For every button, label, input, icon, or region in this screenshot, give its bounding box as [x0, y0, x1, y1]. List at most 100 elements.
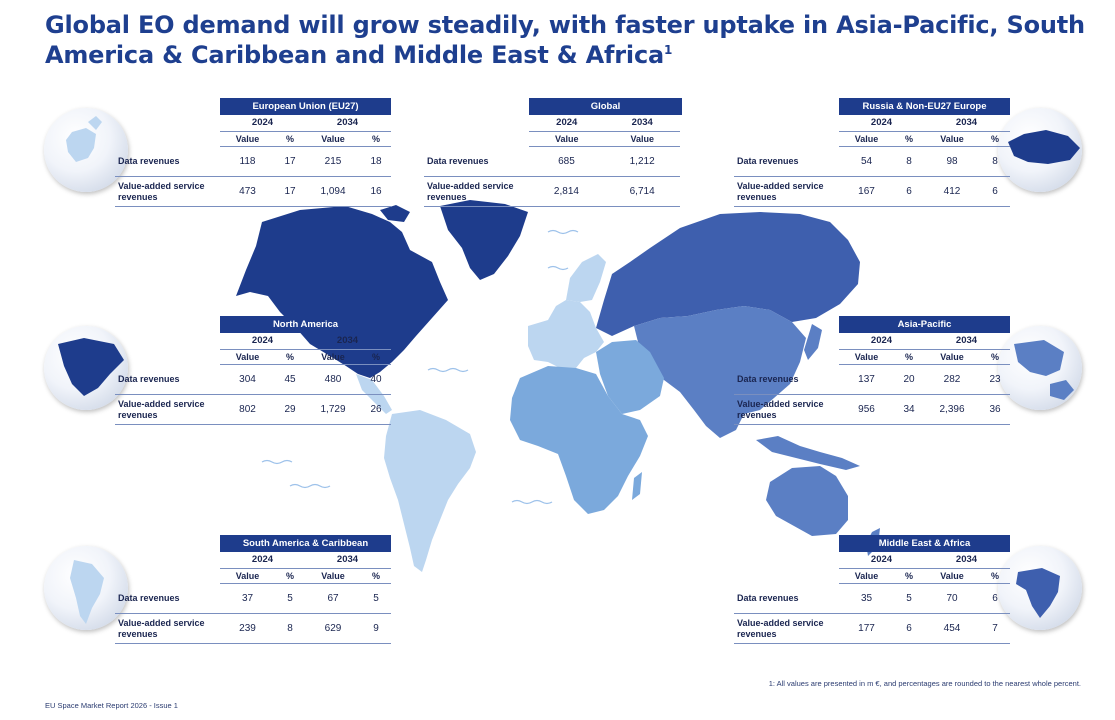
row-label: Data revenues	[118, 156, 180, 166]
scandinavia-shape	[566, 254, 606, 302]
col-header: %	[904, 571, 913, 581]
table-row: Data revenues 37 5 67 5	[115, 584, 391, 614]
cell: 282	[943, 374, 961, 385]
col-header: Value	[854, 352, 879, 362]
col-header: Value	[321, 571, 345, 581]
cell: 1,729	[320, 404, 346, 415]
cell: 37	[241, 593, 254, 604]
cell: 118	[239, 156, 256, 167]
asia-pacific-globe	[998, 326, 1082, 410]
cell: 2,814	[553, 186, 579, 197]
russia-globe	[998, 108, 1082, 192]
row-label: Value-added service revenues	[118, 398, 205, 420]
eu-globe	[44, 108, 128, 192]
col-header: %	[990, 352, 999, 362]
year-header: 2034	[955, 117, 978, 128]
north-america-panel: North America 2024 2034 Value% Value% Data…	[115, 316, 391, 425]
cell: 40	[370, 374, 382, 385]
cell: 34	[903, 404, 915, 415]
table-row: Data revenues 685 1,212	[424, 147, 680, 177]
row-label: Value-added service revenues	[737, 617, 824, 639]
cell: 45	[284, 374, 296, 385]
cell: 6	[906, 186, 912, 197]
table-row: Value-added service revenues 2,814 6,714	[424, 177, 680, 207]
year-header: 2034	[336, 335, 359, 346]
greenland-shape	[440, 200, 528, 280]
year-header: 2024	[251, 554, 274, 565]
middle-east-shape	[596, 340, 664, 414]
year-header: 2024	[251, 335, 274, 346]
sea-waves	[261, 229, 579, 505]
cell: 5	[906, 593, 912, 604]
cell: 629	[324, 623, 342, 634]
cell: 70	[946, 593, 958, 604]
page-title: Global EO demand will grow steadily, wit…	[45, 11, 1085, 69]
cell: 6	[992, 593, 998, 604]
table-row: Data revenues 54 8 98 8	[734, 147, 1010, 177]
cell: 177	[858, 623, 875, 634]
col-header: Value	[235, 571, 260, 581]
north-america-shape	[236, 206, 448, 378]
cell: 9	[373, 623, 379, 634]
year-header: 2024	[251, 117, 274, 128]
region-header: Middle East & Africa	[839, 535, 1010, 552]
year-header: 2024	[870, 554, 893, 565]
region-header: Asia-Pacific	[839, 316, 1010, 333]
cell: 685	[558, 156, 575, 167]
cell: 956	[858, 404, 875, 415]
cell: 20	[903, 374, 915, 385]
cell: 98	[946, 156, 958, 167]
cell: 480	[324, 374, 342, 385]
year-header: 2024	[556, 117, 578, 128]
region-header: North America	[220, 316, 391, 333]
region-header: Global	[529, 98, 682, 115]
col-header: %	[285, 134, 294, 144]
south-america-panel: South America & Caribbean 2024 2034 Value…	[115, 535, 391, 644]
asia-pacific-shape	[634, 306, 806, 438]
cell: 8	[287, 623, 293, 634]
cell: 29	[284, 404, 296, 415]
col-header: Value	[554, 134, 579, 144]
table-row: Value-added service revenues 167 6 412 6	[734, 177, 1010, 207]
middle-east-africa-globe	[998, 546, 1082, 630]
table-row: Data revenues 304 45 480 40	[115, 365, 391, 395]
region-header: European Union (EU27)	[220, 98, 391, 115]
cell: 16	[370, 186, 382, 197]
col-header: %	[285, 571, 294, 581]
cell: 215	[324, 156, 342, 167]
footnote: 1: All values are presented in m €, and …	[768, 679, 1081, 688]
cell: 8	[992, 156, 998, 167]
col-header: %	[285, 352, 294, 362]
col-header: %	[990, 134, 999, 144]
australia-shape	[766, 466, 848, 536]
region-header: South America & Caribbean	[220, 535, 391, 552]
col-header: %	[990, 571, 999, 581]
table-row: Value-added service revenues 473 17 1,09…	[115, 177, 391, 207]
eu-shape	[528, 300, 604, 368]
year-header: 2024	[870, 117, 893, 128]
row-label: Data revenues	[427, 156, 489, 166]
col-header: Value	[235, 352, 260, 362]
row-label: Data revenues	[737, 374, 799, 384]
year-header: 2034	[955, 335, 978, 346]
cell: 6	[906, 623, 912, 634]
row-label: Value-added service revenues	[737, 180, 824, 202]
madagascar-shape	[632, 472, 642, 500]
table-row: Value-added service revenues 239 8 629 9	[115, 614, 391, 644]
russia-panel: Russia & Non-EU27 Europe 2024 2034 Value%…	[734, 98, 1010, 207]
cell: 473	[239, 186, 256, 197]
cell: 6	[992, 186, 998, 197]
col-header: Value	[854, 134, 879, 144]
col-header: %	[371, 571, 380, 581]
row-label: Data revenues	[118, 374, 180, 384]
table-row: Value-added service revenues 177 6 454 7	[734, 614, 1010, 644]
row-label: Value-added service revenues	[118, 617, 205, 639]
cell: 54	[860, 156, 873, 167]
col-header: Value	[940, 352, 964, 362]
col-header: %	[904, 134, 913, 144]
cell: 35	[860, 593, 873, 604]
japan-shape	[804, 324, 822, 360]
row-label: Value-added service revenues	[118, 180, 205, 202]
north-america-islands	[380, 205, 410, 222]
cell: 802	[239, 404, 256, 415]
